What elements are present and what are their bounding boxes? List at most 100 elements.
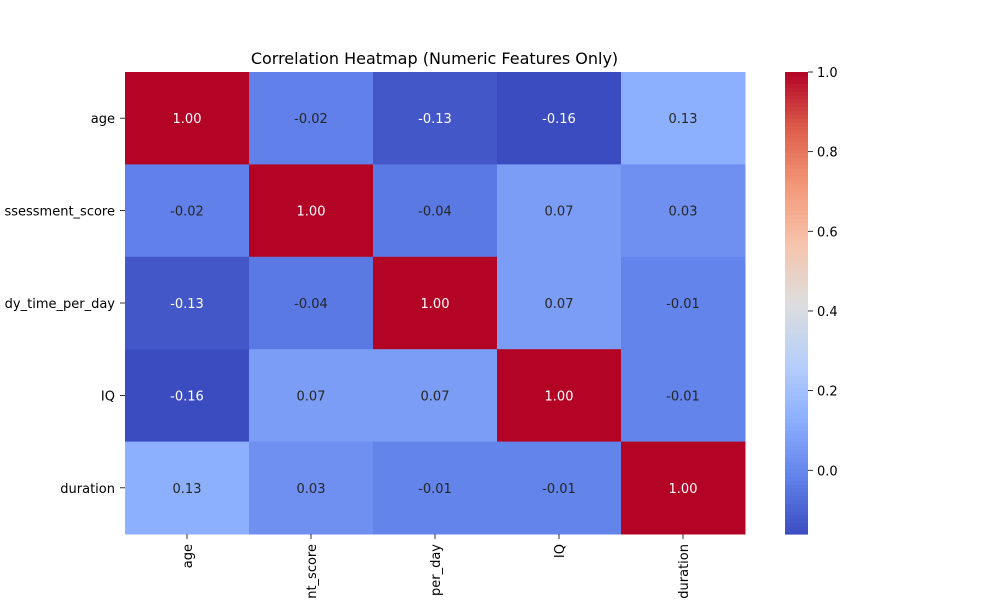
cell-value-label: -0.01 <box>666 389 700 404</box>
colorbar-segment <box>785 79 808 85</box>
colorbar-segment <box>785 495 808 500</box>
colorbar-segment <box>785 291 808 296</box>
colorbar-segment <box>785 507 808 512</box>
heatmap-cell <box>125 441 250 535</box>
cell-value-label: 0.03 <box>297 482 326 497</box>
cell-value-label: 0.07 <box>421 389 450 404</box>
colorbar-segment <box>785 118 808 123</box>
colorbar-segment <box>785 252 808 258</box>
colorbar-segment <box>785 510 808 516</box>
colorbar-segment <box>785 175 808 181</box>
colorbar-tick-label: 0.0 <box>817 464 838 479</box>
colorbar-segment <box>785 341 808 346</box>
colorbar-segment <box>785 518 808 524</box>
colorbar-segment <box>785 299 808 304</box>
colorbar-segment <box>785 256 808 262</box>
colorbar-segment <box>785 514 808 520</box>
colorbar-segment <box>785 206 808 212</box>
colorbar-segment <box>785 145 808 150</box>
colorbar-segment <box>785 276 808 281</box>
colorbar-tick-label: 0.4 <box>817 305 838 320</box>
colorbar-segment <box>785 164 808 169</box>
colorbar-segment <box>785 72 808 77</box>
cell-value-label: 0.07 <box>545 205 574 220</box>
heatmap-cell <box>125 72 250 165</box>
colorbar-segment <box>785 383 808 389</box>
cell-value-label: -0.04 <box>294 297 328 312</box>
colorbar-segment <box>785 160 808 165</box>
colorbar-segment <box>785 410 808 416</box>
heatmap-cell <box>373 72 498 165</box>
cell-value-label: 0.13 <box>669 112 698 127</box>
colorbar-segment <box>785 229 808 235</box>
colorbar-segment <box>785 453 808 458</box>
colorbar-segment <box>785 403 808 408</box>
colorbar-segment <box>785 245 808 250</box>
colorbar-segment <box>785 91 808 96</box>
colorbar-segment <box>785 199 808 204</box>
colorbar-segment <box>785 214 808 219</box>
cell-value-label: 1.00 <box>669 482 698 497</box>
chart-title: Correlation Heatmap (Numeric Features On… <box>251 49 618 68</box>
heatmap-cell <box>497 164 622 258</box>
colorbar-segment <box>785 179 808 185</box>
colorbar-segment <box>785 133 808 139</box>
colorbar-segment <box>785 287 808 293</box>
colorbar-segment <box>785 391 808 396</box>
colorbar-segment <box>785 399 808 404</box>
colorbar-segment <box>785 268 808 273</box>
colorbar-segment <box>785 345 808 350</box>
colorbar-segment <box>785 137 808 142</box>
heatmap-cell <box>621 441 746 535</box>
colorbar-segment <box>785 237 808 242</box>
colorbar-tick-label: 0.8 <box>817 146 838 161</box>
colorbar-segment <box>785 329 808 335</box>
column-label: age <box>181 544 196 568</box>
colorbar-segment <box>785 457 808 462</box>
cell-value-label: -0.01 <box>666 297 700 312</box>
colorbar-segment <box>785 202 808 208</box>
cell-value-label: 0.13 <box>173 482 202 497</box>
colorbar-segment <box>785 249 808 254</box>
colorbar-segment <box>785 333 808 339</box>
heatmap-cell <box>125 256 250 350</box>
colorbar-segment <box>785 318 808 323</box>
colorbar-segment <box>785 372 808 377</box>
colorbar-segment <box>785 183 808 189</box>
cell-value-label: -0.01 <box>542 482 576 497</box>
colorbar-segment <box>785 522 808 527</box>
cell-value-label: 0.07 <box>545 297 574 312</box>
heatmap-cell <box>249 72 374 165</box>
colorbar-segment <box>785 129 808 135</box>
colorbar-segment <box>785 422 808 427</box>
colorbar-segment <box>785 187 808 192</box>
heatmap-cell <box>497 349 622 443</box>
colorbar-segment <box>785 310 808 316</box>
colorbar-segment <box>785 195 808 200</box>
colorbar-segment <box>785 102 808 108</box>
colorbar-segment <box>785 472 808 477</box>
row-label: duration <box>60 482 115 497</box>
colorbar-segment <box>785 430 808 435</box>
colorbar-segment <box>785 233 808 239</box>
colorbar-segment <box>785 349 808 354</box>
colorbar-segment <box>785 110 808 115</box>
column-label: nt_score <box>305 544 320 599</box>
colorbar-segment <box>785 476 808 481</box>
heatmap-cell <box>249 349 374 443</box>
cell-value-label: 1.00 <box>421 297 450 312</box>
colorbar-tick-label: 0.6 <box>817 225 838 240</box>
heatmap-cell <box>621 349 746 443</box>
heatmap-cell <box>497 256 622 350</box>
colorbar-segment <box>785 125 808 131</box>
heatmap-cell <box>373 256 498 350</box>
colorbar-segment <box>785 303 808 308</box>
colorbar-segment <box>785 156 808 162</box>
colorbar-segment <box>785 487 808 493</box>
colorbar-segment <box>785 295 808 300</box>
colorbar-segment <box>785 418 808 423</box>
colorbar-segment <box>785 106 808 112</box>
colorbar-segment <box>785 218 808 223</box>
colorbar: 0.0 0.2 0.4 0.6 0.8 1.0 <box>785 66 838 535</box>
